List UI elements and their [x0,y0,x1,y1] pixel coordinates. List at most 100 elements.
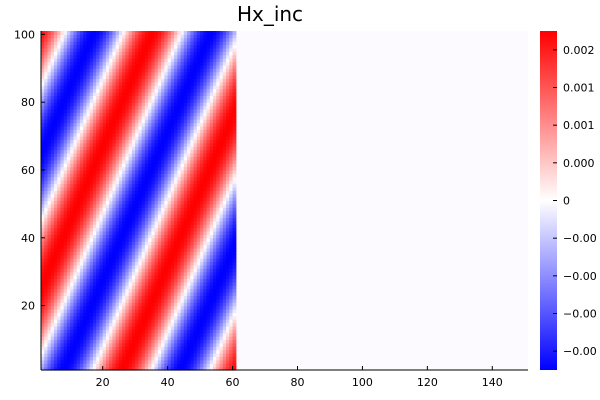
heatmap-cell [99,136,104,141]
heatmap-cell [109,278,114,283]
heatmap-cell [183,68,188,73]
heatmap-cell [193,153,198,158]
heatmap-cell [83,315,88,320]
heatmap-cell [122,153,127,158]
heatmap-cell [190,359,195,364]
heatmap-cell [157,237,162,242]
heatmap-cell [63,214,68,219]
heatmap-cell [151,244,156,249]
heatmap-cell [112,159,117,164]
heatmap-cell [63,241,68,246]
heatmap-cell [66,254,71,259]
heatmap-cell [109,92,114,96]
heatmap-cell [154,288,159,293]
heatmap-cell [138,183,143,188]
heatmap-cell [167,224,172,229]
heatmap-cell [115,247,120,252]
heatmap-cell [92,142,97,147]
heatmap-cell [196,214,201,219]
heatmap-cell [196,30,201,35]
heatmap-cell [73,108,78,113]
heatmap-cell [200,366,204,371]
heatmap-cell [187,186,191,191]
heatmap-cell [50,153,55,158]
heatmap-cell [193,122,198,127]
heatmap-cell [164,54,169,59]
heatmap-cell [96,54,101,59]
heatmap-cell [60,173,65,178]
heatmap-cell [131,44,136,49]
heatmap-cell [161,217,165,222]
heatmap-cell [96,302,101,307]
heatmap-cell [183,54,188,59]
heatmap-cell [79,61,84,66]
heatmap-cell [128,102,133,107]
heatmap-cell [187,37,191,42]
heatmap-cell [196,75,201,80]
heatmap-cell [66,325,71,330]
heatmap-cell [92,231,97,235]
heatmap-cell [92,346,97,351]
heatmap-cell [144,217,149,222]
heatmap-cell [144,292,149,297]
heatmap-cell [125,220,130,225]
heatmap-cell [190,292,195,297]
heatmap-cell [141,71,146,76]
heatmap-cell [86,268,91,273]
heatmap-cell [122,44,127,49]
heatmap-cell [135,176,139,181]
heatmap-cell [47,241,52,246]
heatmap-cell [66,305,71,310]
heatmap-cell [99,68,104,73]
heatmap-cell [60,247,65,252]
heatmap-cell [102,305,107,310]
heatmap-cell [190,132,195,137]
heatmap-cell [102,227,107,232]
heatmap-cell [44,264,49,269]
heatmap-cell [144,366,149,371]
heatmap-cell [177,34,182,39]
heatmap-cell [177,264,182,269]
heatmap-cell [83,95,88,100]
heatmap-cell [196,169,201,174]
heatmap-cell [70,146,75,151]
heatmap-cell [177,366,182,371]
heatmap-cell [125,186,130,191]
heatmap-cell [164,132,169,137]
heatmap-cell [50,247,55,252]
heatmap-cell [109,275,114,280]
heatmap-cell [200,210,204,215]
heatmap-cell [70,312,75,317]
heatmap-cell [135,41,139,46]
heatmap-cell [177,220,182,225]
heatmap-cell [128,95,133,100]
heatmap-cell [60,251,65,256]
heatmap-cell [177,332,182,337]
heatmap-cell [92,75,97,80]
heatmap-cell [135,92,139,96]
heatmap-cell [102,98,107,103]
heatmap-cell [99,71,104,76]
heatmap-cell [141,261,146,266]
heatmap-cell [190,125,195,130]
heatmap-cell [86,81,91,86]
heatmap-cell [141,353,146,358]
heatmap-cell [102,197,107,202]
heatmap-cell [105,254,110,259]
heatmap-cell [83,224,88,229]
heatmap-cell [50,285,55,290]
heatmap-cell [115,281,120,286]
heatmap-cell [40,346,45,351]
heatmap-cell [70,47,75,52]
heatmap-cell [174,264,178,269]
heatmap-cell [161,224,165,229]
heatmap-cell [180,241,185,246]
heatmap-cell [151,153,156,158]
heatmap-cell [47,156,52,161]
heatmap-cell [66,105,71,110]
heatmap-cell [50,203,55,208]
heatmap-cell [141,197,146,202]
heatmap-cell [47,346,52,351]
heatmap-cell [157,142,162,147]
heatmap-cell [190,305,195,310]
